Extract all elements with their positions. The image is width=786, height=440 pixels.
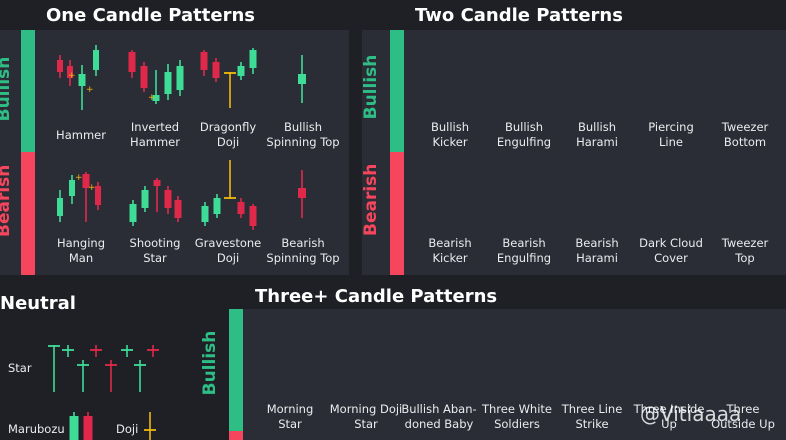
label-bearish-spinning-top: Bearish Spinning Top <box>266 236 340 265</box>
candle <box>174 196 182 222</box>
candle <box>237 62 245 80</box>
candle <box>249 48 257 74</box>
trend-marker: + <box>75 173 83 183</box>
three-candle-bearish-bar <box>229 431 243 440</box>
trend-marker: + <box>88 183 96 193</box>
label-bearish-engulfing: Bearish Engulfing <box>496 236 552 265</box>
candle <box>164 64 172 100</box>
label-bullish-kicker: Bullish Kicker <box>430 120 470 149</box>
candle <box>93 45 99 76</box>
label-hammer: Hammer <box>56 128 106 142</box>
candle <box>144 412 156 440</box>
candle <box>95 182 101 210</box>
candle <box>90 345 102 357</box>
candle <box>77 360 89 392</box>
candle <box>147 345 159 357</box>
label-three-outside-up: Three Outside Up <box>711 402 775 431</box>
watermark: @Vitiaaaa <box>640 402 742 426</box>
label-three-white-soldiers: Three White Soldiers <box>481 402 553 431</box>
candle <box>212 58 220 82</box>
candle <box>69 412 79 440</box>
label-three-line-strike: Three Line Strike <box>561 402 623 431</box>
label-dark-cloud-cover: Dark Cloud Cover <box>639 236 703 265</box>
two-candle-bullish-label: Bullish <box>361 54 381 120</box>
label-morning-star: Morning Star <box>266 402 314 431</box>
candle <box>82 172 90 222</box>
candle <box>67 60 73 86</box>
label-marubozu: Marubozu <box>8 422 65 436</box>
two-candle-title: Two Candle Patterns <box>415 5 623 26</box>
candle <box>134 360 146 392</box>
candle <box>237 198 245 218</box>
one-candle-bullish-bar <box>21 30 35 152</box>
label-piercing-line: Piercing Line <box>648 120 694 149</box>
label-dragonfly-doji: Dragonfly Doji <box>199 120 257 149</box>
one-candle-bearish-bar <box>21 152 35 275</box>
two-candle-panel <box>362 30 786 275</box>
trend-marker: + <box>68 71 76 81</box>
two-candle-bullish-bar <box>390 30 404 152</box>
candle <box>152 70 160 104</box>
candle <box>105 360 117 392</box>
candle <box>48 345 60 392</box>
three-candle-title: Three+ Candle Patterns <box>255 286 498 307</box>
label-hanging-man: Hanging Man <box>56 236 106 265</box>
candle <box>140 62 148 92</box>
candle <box>121 345 133 357</box>
label-bullish-engulfing: Bullish Engulfing <box>496 120 552 149</box>
label-bullish-spinning-top: Bullish Spinning Top <box>266 120 340 149</box>
candle <box>153 178 161 212</box>
candle <box>224 72 236 108</box>
three-candle-bullish-label: Bullish <box>200 330 220 396</box>
trend-marker: + <box>86 85 94 95</box>
label-three-inside-up: Three Inside Up <box>633 402 705 431</box>
label-gravestone-doji: Gravestone Doji <box>194 236 262 265</box>
two-candle-bearish-label: Bearish <box>361 163 381 236</box>
label-doji: Doji <box>116 422 139 436</box>
candle <box>298 170 306 218</box>
label-star: Star <box>8 361 32 375</box>
two-candle-bearish-bar <box>390 152 404 275</box>
candle <box>57 55 63 78</box>
candle <box>83 412 93 440</box>
candle <box>141 186 149 212</box>
candle <box>164 186 172 214</box>
three-candle-panel <box>229 309 786 440</box>
candle <box>201 202 209 226</box>
label-shooting-star: Shooting Star <box>129 236 181 265</box>
label-morning-doji-star: Morning Doji Star <box>329 402 403 431</box>
candle <box>176 60 184 96</box>
neutral-title: Neutral <box>0 293 76 314</box>
label-bullish-abandoned-baby: Bullish Aban- doned Baby <box>401 402 477 431</box>
label-bearish-kicker: Bearish Kicker <box>428 236 472 265</box>
candle <box>57 190 63 222</box>
candle <box>200 50 208 76</box>
candle <box>78 65 86 110</box>
candle <box>129 200 137 226</box>
label-inverted-hammer: Inverted Hammer <box>130 120 180 149</box>
label-tweezer-top: Tweezer Top <box>721 236 769 265</box>
label-bullish-harami: Bullish Harami <box>576 120 618 149</box>
candle <box>224 160 236 199</box>
candle <box>298 55 306 103</box>
candle <box>213 194 221 218</box>
trend-marker: + <box>148 93 156 103</box>
one-candle-title: One Candle Patterns <box>46 5 255 26</box>
three-candle-bullish-bar <box>229 309 243 431</box>
candle <box>62 345 74 357</box>
label-tweezer-bottom: Tweezer Bottom <box>721 120 769 149</box>
candle <box>69 175 75 204</box>
candle <box>128 50 136 78</box>
candle <box>249 204 257 230</box>
label-bearish-harami: Bearish Harami <box>575 236 619 265</box>
